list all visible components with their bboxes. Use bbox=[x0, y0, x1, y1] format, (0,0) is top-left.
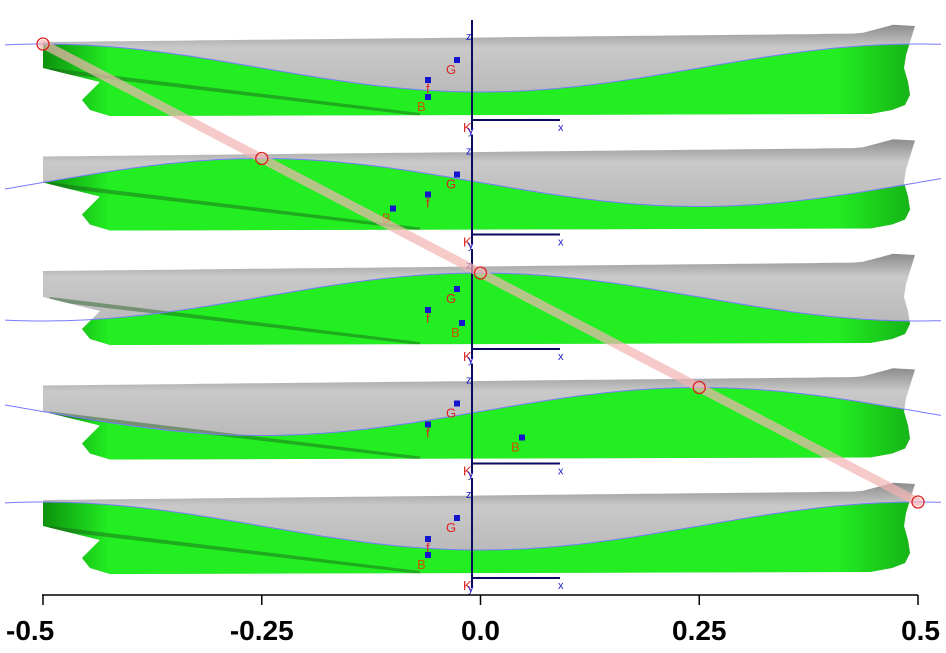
crest-marker-2 bbox=[255, 151, 269, 166]
x-axis-label: x bbox=[558, 351, 564, 363]
keel-shading bbox=[48, 68, 420, 116]
B-label: B bbox=[451, 325, 460, 340]
G-label: G bbox=[446, 406, 456, 421]
hull-submerged bbox=[43, 502, 915, 574]
f-point bbox=[425, 536, 431, 542]
G-point bbox=[454, 171, 460, 178]
x-axis-label: x bbox=[558, 466, 564, 478]
G-label: G bbox=[446, 520, 456, 535]
x-tick-label: -0.25 bbox=[230, 615, 294, 646]
K-label: K bbox=[463, 578, 472, 593]
y-axis-label: y bbox=[468, 583, 474, 595]
G-label: G bbox=[446, 177, 456, 192]
f-label: f bbox=[426, 540, 430, 555]
f-label: f bbox=[426, 196, 430, 211]
crest-trend-band bbox=[38, 39, 923, 507]
z-axis-label: z bbox=[466, 489, 472, 501]
B-label: B bbox=[417, 557, 426, 572]
hull-panels: zxKyGfBzxKyGfBzxKyGfBzxKyGfBzxKyGfB bbox=[4, 20, 942, 595]
trend-band bbox=[38, 39, 923, 507]
B-point bbox=[390, 205, 396, 212]
y-axis-label: y bbox=[468, 469, 474, 481]
G-point bbox=[454, 286, 460, 292]
crest-marker-1 bbox=[36, 37, 50, 51]
crest-marker-5 bbox=[911, 495, 925, 509]
f-point bbox=[425, 307, 431, 313]
G-label: G bbox=[446, 291, 456, 306]
crest-markers bbox=[36, 37, 925, 509]
hull-submerged bbox=[43, 387, 915, 460]
K-label: K bbox=[463, 235, 472, 250]
f-point bbox=[425, 421, 431, 428]
x-tick-label: -0.5 bbox=[6, 615, 54, 646]
keel-shading bbox=[48, 182, 420, 231]
K-label: K bbox=[463, 120, 472, 135]
hull-submerged bbox=[43, 273, 915, 345]
f-label: f bbox=[426, 81, 430, 96]
f-label: f bbox=[426, 311, 430, 326]
x-axis-label: x bbox=[558, 122, 564, 134]
K-label: K bbox=[463, 349, 472, 364]
crest-marker-3 bbox=[473, 266, 488, 280]
hull-submerged bbox=[43, 44, 915, 116]
z-axis-label: z bbox=[466, 375, 472, 387]
f-label: f bbox=[426, 426, 430, 441]
keel-shading bbox=[48, 297, 420, 345]
x-tick-label: 0.5 bbox=[901, 615, 940, 646]
x-tick-label: 0.0 bbox=[461, 615, 500, 646]
crest-marker-4 bbox=[692, 380, 706, 395]
z-axis-label: z bbox=[466, 31, 472, 43]
panel-1: z x Ky GfB bbox=[4, 20, 942, 137]
y-axis-label: y bbox=[468, 240, 474, 252]
hull-submerged bbox=[43, 158, 915, 231]
G-label: G bbox=[446, 62, 456, 77]
B-point bbox=[459, 320, 465, 326]
G-point bbox=[454, 515, 460, 521]
keel-shading bbox=[48, 526, 420, 574]
x-axis-label: x bbox=[558, 580, 564, 592]
x-axis-label: x bbox=[558, 237, 564, 249]
panel-2: z x Ky Gf B bbox=[4, 134, 942, 252]
B-label: B bbox=[511, 440, 520, 455]
K-label: K bbox=[463, 464, 472, 479]
y-axis-label: y bbox=[468, 354, 474, 366]
x-axis: -0.5 -0.25 0.0 0.25 0.5 bbox=[6, 594, 940, 646]
y-axis-label: y bbox=[468, 125, 474, 137]
z-axis-label: z bbox=[466, 146, 472, 158]
B-point bbox=[425, 552, 431, 558]
B-point bbox=[519, 434, 525, 441]
B-label: B bbox=[382, 211, 391, 226]
x-tick-label: 0.25 bbox=[672, 615, 727, 646]
B-label: B bbox=[417, 99, 426, 114]
G-point bbox=[454, 57, 460, 63]
G-point bbox=[454, 400, 460, 407]
panel-4: z x Ky Gf B bbox=[4, 363, 942, 481]
f-point bbox=[425, 191, 431, 198]
f-point bbox=[425, 77, 431, 83]
B-point bbox=[425, 94, 431, 100]
panel-5: z x Ky GfB bbox=[4, 478, 942, 595]
